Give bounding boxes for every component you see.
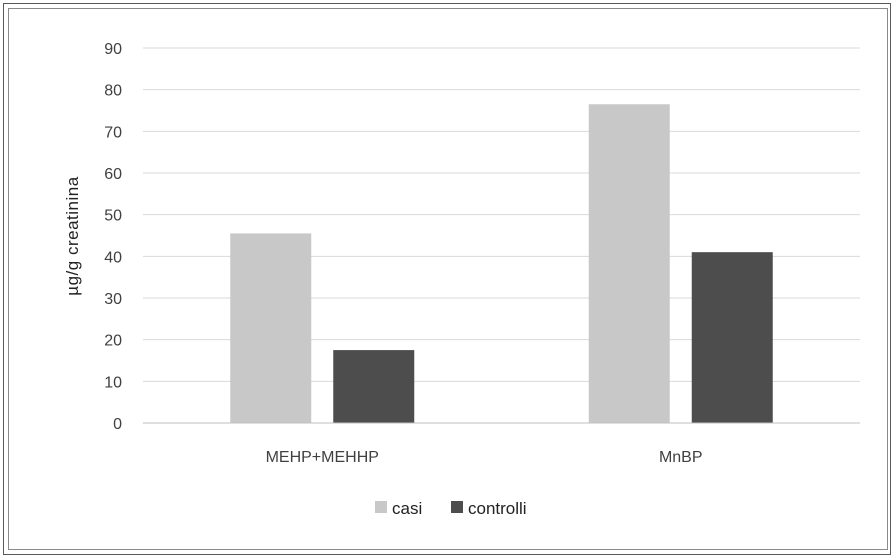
bar-casi-0: [230, 233, 312, 423]
y-tick-label-0: 0: [113, 416, 122, 433]
y-tick-label-8: 80: [104, 83, 122, 100]
bars: [230, 104, 773, 423]
y-tick-label-1: 10: [104, 374, 122, 391]
chart-frame-outer: [3, 3, 891, 555]
x-axis-categories: MEHP+MEHHP MnBP: [266, 449, 703, 466]
chart-frame-inner: [8, 8, 888, 550]
y-tick-label-6: 60: [104, 166, 122, 183]
legend: casi controlli: [375, 499, 527, 518]
y-tick-label-4: 40: [104, 249, 122, 266]
y-tick-label-7: 70: [104, 124, 122, 141]
y-axis-ticks: 0 10 20 30 40 50 60 70 80 90: [104, 41, 122, 433]
bar-controlli-1: [691, 252, 773, 423]
legend-swatch-casi: [375, 501, 387, 513]
y-tick-label-5: 50: [104, 208, 122, 225]
legend-label-controlli: controlli: [468, 499, 527, 518]
bar-controlli-0: [333, 350, 415, 423]
bar-casi-1: [588, 104, 670, 423]
y-tick-label-3: 30: [104, 291, 122, 308]
x-category-label-0: MEHP+MEHHP: [266, 449, 379, 466]
y-tick-label-2: 20: [104, 333, 122, 350]
x-category-label-1: MnBP: [659, 449, 703, 466]
y-tick-label-9: 90: [104, 41, 122, 58]
legend-swatch-controlli: [451, 501, 463, 513]
y-axis-label: µg/g creatinina: [63, 176, 82, 295]
legend-label-casi: casi: [392, 499, 422, 518]
